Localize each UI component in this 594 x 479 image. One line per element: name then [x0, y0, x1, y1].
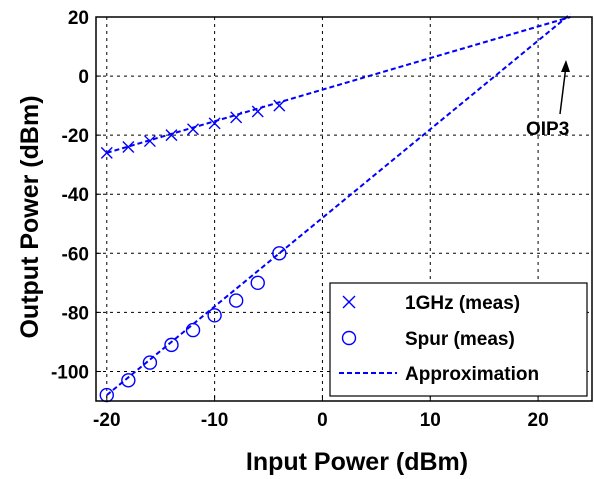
approximation-line	[106, 13, 572, 396]
point-spur	[228, 293, 244, 308]
y-axis-label: Output Power (dBm)	[16, 95, 44, 338]
point-spur	[185, 322, 201, 338]
legend-label-spur: Spur (meas)	[405, 329, 515, 350]
legend-label-approximation: Approximation	[405, 364, 539, 385]
point-1ghz	[273, 99, 286, 112]
plot-frame	[95, 16, 593, 402]
x-tick-label: 20	[528, 410, 549, 431]
point-1ghz-stroke	[273, 99, 286, 112]
point-spur	[121, 373, 136, 388]
y-tick-label: 0	[78, 67, 89, 88]
annotation-group: OIP3	[526, 60, 570, 140]
y-tick-label: -40	[62, 185, 89, 206]
legend-item-1ghz: 1GHz (meas)	[342, 293, 520, 314]
point-spur	[272, 246, 287, 261]
x-tick-label: 0	[317, 410, 328, 431]
legend-label-1ghz: 1GHz (meas)	[405, 293, 520, 314]
y-tick-label: 20	[68, 8, 89, 29]
point-1ghz-stroke	[187, 123, 200, 136]
point-1ghz	[230, 111, 243, 124]
point-1ghz	[122, 140, 135, 153]
x-tick-label: -20	[93, 410, 120, 431]
legend-item-spur: Spur (meas)	[341, 329, 515, 350]
annotation-oip3-arrowhead	[561, 60, 570, 72]
y-tick-label: -60	[62, 244, 89, 265]
point-1ghz-stroke	[208, 117, 221, 130]
legend-box	[329, 282, 588, 397]
point-1ghz	[187, 123, 200, 136]
legend-item-approximation: Approximation	[339, 364, 539, 385]
legend-marker-x	[342, 295, 356, 309]
x-axis-label: Input Power (dBm)	[246, 448, 468, 476]
point-1ghz	[143, 135, 156, 148]
point-1ghz-stroke	[143, 135, 156, 148]
point-1ghz-stroke	[100, 146, 113, 159]
x-tick-label: -10	[201, 410, 228, 431]
point-1ghz-stroke	[122, 140, 135, 153]
point-1ghz	[208, 117, 221, 130]
point-1ghz-stroke	[165, 129, 178, 142]
x-tick-label: 10	[420, 410, 441, 431]
point-spur	[142, 355, 158, 370]
legend-marker-circle	[341, 330, 357, 346]
point-1ghz-stroke	[251, 105, 264, 118]
legend: 1GHz (meas) Spur (meas) Approximation	[329, 282, 588, 397]
annotation-oip3-arrow	[559, 65, 567, 115]
plot-area	[99, 13, 572, 403]
point-spur	[207, 308, 222, 323]
point-1ghz-stroke	[230, 111, 243, 124]
point-spur	[250, 275, 265, 291]
approximation-line	[106, 16, 571, 154]
y-tick-label: -20	[62, 126, 89, 147]
point-spur	[164, 337, 179, 353]
point-1ghz	[165, 129, 178, 142]
point-1ghz	[100, 146, 113, 159]
annotation-oip3: OIP3	[526, 119, 569, 140]
point-1ghz	[251, 105, 264, 118]
y-tick-label: -100	[51, 362, 89, 383]
y-tick-label: -80	[62, 303, 89, 324]
